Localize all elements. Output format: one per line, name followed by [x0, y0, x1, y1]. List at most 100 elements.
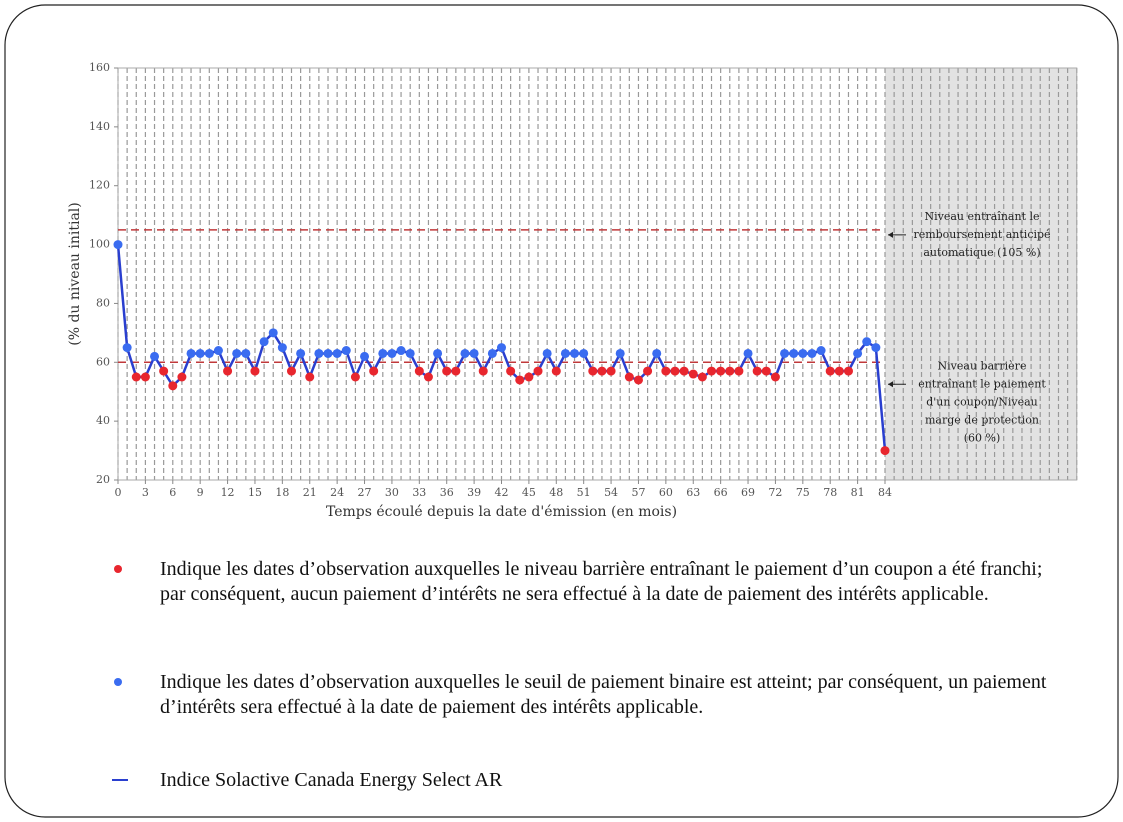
arrow-head	[888, 231, 893, 238]
marker	[588, 366, 598, 376]
marker	[697, 372, 707, 382]
marker	[414, 366, 424, 376]
marker	[843, 366, 853, 376]
marker	[113, 240, 123, 250]
x-tick-label: 12	[221, 486, 235, 499]
marker	[341, 346, 351, 356]
marker	[177, 372, 187, 382]
marker	[469, 348, 479, 358]
x-tick-label: 60	[659, 486, 673, 499]
note-1: Indique les dates d’observation auxquell…	[160, 558, 1043, 605]
marker	[478, 366, 488, 376]
reference-label: d'un coupon/Niveau	[926, 395, 1038, 408]
marker	[296, 348, 306, 358]
marker	[186, 348, 196, 358]
x-tick-label: 42	[495, 486, 509, 499]
marker	[131, 372, 141, 382]
shaded-region	[885, 68, 1077, 480]
marker	[241, 348, 251, 358]
reference-label: entraînant le paiement	[918, 377, 1046, 390]
y-tick-label: 80	[96, 296, 110, 309]
x-tick-label: 39	[467, 486, 481, 499]
x-tick-label: 9	[197, 486, 204, 499]
reference-label: marge de protection	[925, 413, 1039, 426]
marker	[761, 366, 771, 376]
marker	[716, 366, 726, 376]
marker	[560, 348, 570, 358]
reference-label: Niveau entraînant le	[924, 210, 1039, 223]
marker	[570, 348, 580, 358]
marker	[168, 381, 178, 391]
marker	[734, 366, 744, 376]
marker	[862, 337, 872, 347]
marker	[679, 366, 689, 376]
marker	[442, 366, 452, 376]
marker	[204, 348, 214, 358]
x-tick-label: 75	[796, 486, 810, 499]
marker	[807, 348, 817, 358]
x-tick-label: 63	[686, 486, 700, 499]
marker	[387, 348, 397, 358]
marker	[268, 328, 278, 338]
marker	[780, 348, 790, 358]
x-tick-label: 69	[741, 486, 755, 499]
marker	[880, 446, 890, 456]
marker	[825, 366, 835, 376]
marker	[350, 372, 360, 382]
x-tick-label: 21	[303, 486, 317, 499]
marker	[515, 375, 525, 385]
marker	[250, 366, 260, 376]
marker	[433, 348, 443, 358]
marker	[853, 348, 863, 358]
marker	[223, 366, 233, 376]
marker	[332, 348, 342, 358]
marker	[743, 348, 753, 358]
x-tick-label: 0	[115, 486, 122, 499]
marker	[606, 366, 616, 376]
marker	[615, 348, 625, 358]
x-tick-label: 72	[768, 486, 782, 499]
y-tick-label: 140	[89, 120, 110, 133]
marker	[551, 366, 561, 376]
x-tick-label: 18	[275, 486, 289, 499]
marker	[816, 346, 826, 356]
x-tick-label: 45	[522, 486, 536, 499]
marker	[305, 372, 315, 382]
x-tick-label: 24	[330, 486, 344, 499]
marker	[752, 366, 762, 376]
marker	[533, 366, 543, 376]
y-axis-label: (% du niveau initial)	[67, 202, 83, 346]
y-tick-label: 100	[89, 238, 110, 251]
marker	[195, 348, 205, 358]
marker	[688, 369, 698, 379]
marker	[643, 366, 653, 376]
marker	[323, 348, 333, 358]
arrow-head	[888, 381, 893, 388]
marker	[405, 348, 415, 358]
reference-label: (60 %)	[964, 431, 1001, 444]
y-tick-label: 60	[96, 355, 110, 368]
marker	[314, 348, 324, 358]
y-tick-label: 40	[96, 414, 110, 427]
marker	[624, 372, 634, 382]
marker	[213, 346, 223, 356]
x-tick-label: 27	[358, 486, 372, 499]
marker	[423, 372, 433, 382]
marker	[451, 366, 461, 376]
marker	[396, 346, 406, 356]
x-tick-label: 48	[549, 486, 563, 499]
y-tick-label: 120	[89, 179, 110, 192]
x-tick-label: 54	[604, 486, 618, 499]
x-tick-label: 66	[714, 486, 728, 499]
note-dot	[114, 565, 122, 573]
x-tick-label: 33	[412, 486, 426, 499]
note-2: Indique les dates d’observation auxquell…	[160, 671, 1047, 718]
marker	[122, 343, 132, 353]
reference-label: Niveau barrière	[938, 359, 1027, 372]
marker	[150, 351, 160, 361]
marker	[460, 348, 470, 358]
x-tick-label: 30	[385, 486, 399, 499]
y-tick-label: 20	[96, 473, 110, 486]
marker	[524, 372, 534, 382]
